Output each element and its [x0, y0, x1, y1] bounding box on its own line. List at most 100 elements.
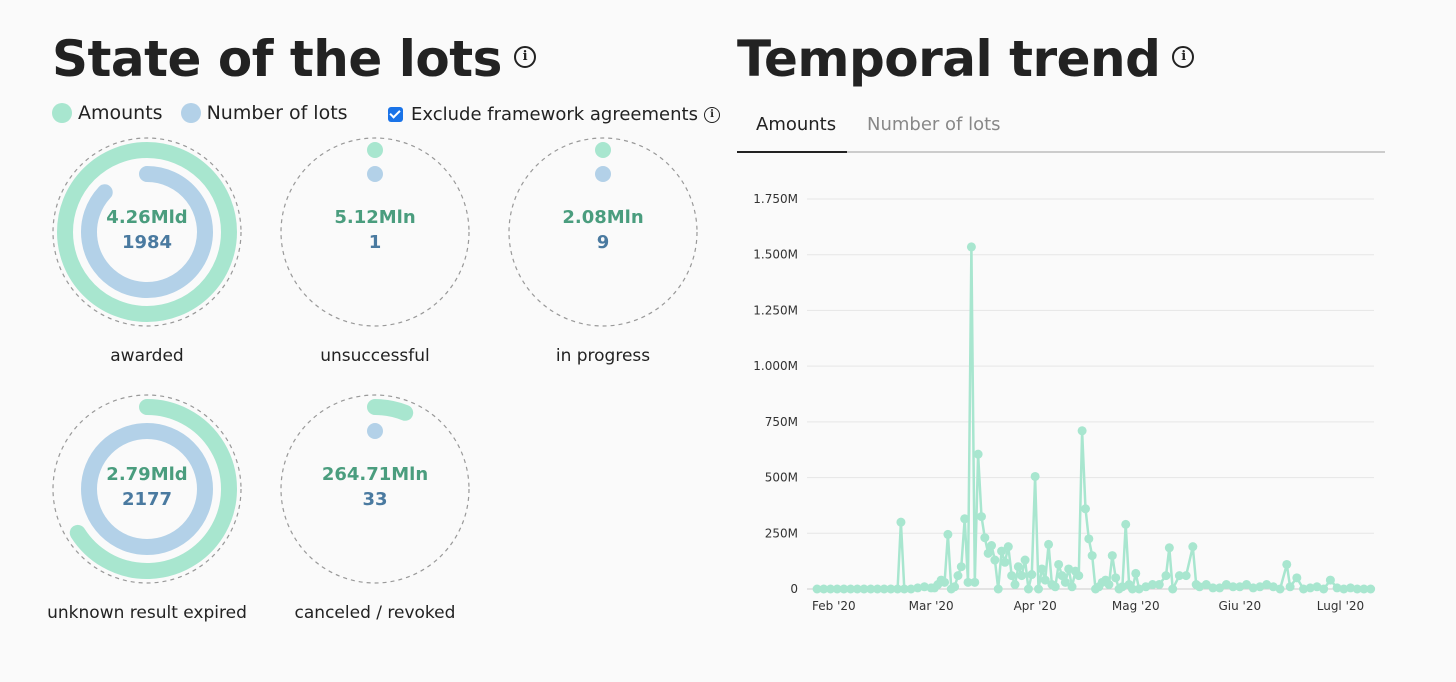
info-icon[interactable]: i [513, 45, 536, 68]
x-tick-label: Mag '20 [1112, 599, 1160, 613]
data-point [1242, 580, 1252, 590]
data-point [1181, 571, 1191, 581]
tab-amounts[interactable]: Amounts [756, 114, 837, 135]
data-point [859, 584, 869, 594]
data-point [1164, 543, 1174, 553]
data-point [906, 584, 916, 594]
series-line [817, 245, 1371, 591]
exclude-framework-checkbox[interactable] [388, 107, 403, 122]
lots-arc [81, 423, 213, 555]
lots-arc [595, 166, 611, 182]
x-tick-label: Giu '20 [1218, 599, 1261, 613]
donut-label: canceled / revoked [294, 603, 456, 623]
amount-arc [367, 142, 383, 158]
lots-arc [81, 166, 213, 298]
donut-outline [280, 394, 470, 584]
data-point [1023, 584, 1033, 594]
data-point [1299, 584, 1309, 594]
data-point [943, 529, 953, 539]
donut-label: awarded [110, 346, 184, 366]
donut-unknown-result-expired[interactable]: 2.79Mld 2177 unknown result expired [47, 389, 247, 623]
data-point [963, 577, 973, 587]
data-point [1292, 573, 1302, 583]
donut-outline [52, 137, 242, 327]
donut-amount: 5.12Mln [334, 207, 416, 228]
data-point [970, 577, 980, 587]
data-point [997, 546, 1007, 556]
data-point [846, 584, 856, 594]
tab-number-of-lots[interactable]: Number of lots [867, 114, 1001, 135]
trend-title: Temporal trend [737, 30, 1161, 88]
donut-awarded[interactable]: 4.26Mld 1984 awarded [47, 132, 247, 366]
info-icon[interactable]: i [703, 106, 720, 123]
data-point [973, 449, 983, 459]
y-tick-label: 250M [765, 526, 798, 540]
data-point [1037, 564, 1047, 574]
data-point [953, 571, 963, 581]
data-point [899, 584, 909, 594]
data-point [1107, 551, 1117, 561]
data-point [879, 584, 889, 594]
amount-arc [595, 142, 611, 158]
donut-unsuccessful[interactable]: 5.12Mln 1 unsuccessful [275, 132, 475, 366]
donut-outline [508, 137, 698, 327]
amount-arc [367, 399, 414, 421]
data-point [1013, 562, 1023, 572]
data-point [1027, 570, 1037, 580]
donut-amount: 264.71Mln [321, 464, 429, 485]
data-point [1188, 542, 1198, 552]
donut-count: 33 [362, 489, 388, 510]
data-point [950, 582, 960, 592]
y-tick-label: 1.000M [753, 359, 798, 373]
legend-lots-label: Number of lots [206, 102, 348, 124]
donut-amount: 4.26Mld [106, 207, 188, 228]
data-point [839, 584, 849, 594]
data-point [1020, 555, 1030, 565]
info-icon[interactable]: i [1172, 45, 1195, 68]
data-point [1352, 584, 1362, 594]
data-point [1332, 583, 1342, 593]
data-point [866, 584, 876, 594]
data-point [1275, 584, 1285, 594]
donut-canceled-revoked[interactable]: 264.71Mln 33 canceled / revoked [275, 389, 475, 623]
donut-count: 1 [368, 232, 382, 253]
data-point [1017, 571, 1027, 581]
data-point [1305, 583, 1315, 593]
data-point [1148, 580, 1158, 590]
active-tab-indicator [737, 151, 847, 153]
data-point [1346, 583, 1356, 593]
data-point [1366, 584, 1376, 594]
data-point [1201, 580, 1211, 590]
donut-in-progress[interactable]: 2.08Mln 9 in progress [503, 132, 703, 366]
data-point [1033, 584, 1043, 594]
exclude-framework-toggle[interactable]: Exclude framework agreements i [388, 104, 720, 125]
data-point [1215, 583, 1225, 593]
data-point [993, 584, 1003, 594]
donut-label: unknown result expired [47, 603, 247, 623]
state-title-wrap: State of the lots i [52, 30, 536, 88]
trend-tabs: Amounts Number of lots [737, 110, 1385, 153]
data-point [1127, 584, 1137, 594]
data-point [872, 584, 882, 594]
donut-legend: Amounts Number of lots [52, 102, 366, 124]
y-tick-label: 750M [765, 415, 798, 429]
data-point [1121, 519, 1131, 529]
donut-amount: 2.08Mln [562, 207, 644, 228]
data-point [1007, 571, 1017, 581]
data-point [1077, 426, 1087, 436]
donut-count: 1984 [121, 232, 173, 253]
data-point [1054, 559, 1064, 569]
data-point [1161, 571, 1171, 581]
data-point [893, 584, 903, 594]
amount-arc [57, 142, 237, 322]
y-tick-label: 0 [790, 582, 798, 596]
data-point [980, 533, 990, 543]
data-point [1084, 534, 1094, 544]
data-point [1319, 584, 1329, 594]
donut-count: 9 [596, 232, 610, 253]
data-point [825, 584, 835, 594]
data-point [1174, 571, 1184, 581]
data-point [1060, 577, 1070, 587]
data-point [852, 584, 862, 594]
legend-amounts-swatch [52, 103, 72, 123]
